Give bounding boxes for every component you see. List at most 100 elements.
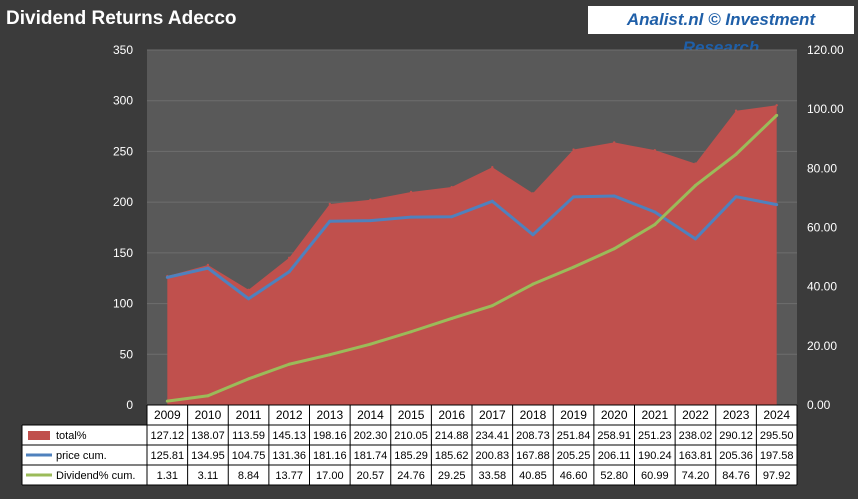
- point-price: [409, 215, 413, 219]
- data-label: 46.60: [560, 470, 588, 482]
- point-total: [572, 148, 575, 151]
- data-label: 40.85: [519, 470, 547, 482]
- point-total: [409, 190, 413, 194]
- point-price: [206, 266, 210, 270]
- data-label: 205.36: [719, 450, 753, 462]
- point-dividend: [287, 362, 291, 366]
- point-total: [491, 166, 494, 169]
- y-right-tick-label: 40.00: [807, 280, 837, 294]
- legend-label: total%: [56, 430, 87, 442]
- data-label: 200.83: [475, 450, 509, 462]
- series-line-dividend: [167, 114, 778, 403]
- point-price: [612, 194, 616, 198]
- point-dividend: [490, 304, 494, 308]
- data-table-body: [22, 425, 797, 485]
- x-tick-label: 2013: [316, 408, 343, 422]
- y-left-tick-label: 200: [113, 195, 133, 209]
- data-label: 3.11: [198, 470, 219, 482]
- point-total: [531, 192, 535, 195]
- data-label: 197.58: [760, 450, 794, 462]
- point-total: [612, 141, 616, 144]
- x-tick-label: 2024: [763, 408, 790, 422]
- data-label: 127.12: [150, 430, 184, 442]
- x-tick-label: 2020: [601, 408, 628, 422]
- data-label: 185.62: [435, 450, 469, 462]
- point-price: [531, 233, 535, 237]
- data-label: 60.99: [641, 470, 669, 482]
- data-label: 185.29: [394, 450, 428, 462]
- y-right-tick-label: 80.00: [807, 161, 837, 175]
- y-left-tick-label: 300: [113, 94, 133, 108]
- data-label: 238.02: [679, 430, 713, 442]
- point-total: [247, 288, 250, 291]
- series-line-price: [166, 194, 777, 301]
- data-label: 205.25: [557, 450, 591, 462]
- point-dividend: [165, 399, 169, 403]
- data-label: 97.92: [763, 470, 791, 482]
- point-dividend: [612, 247, 616, 251]
- data-label: 1.31: [157, 470, 178, 482]
- data-label: 295.50: [760, 430, 794, 442]
- data-label: 134.95: [191, 450, 225, 462]
- point-dividend: [775, 113, 779, 117]
- data-label: 167.88: [516, 450, 550, 462]
- data-label: 208.73: [516, 430, 550, 442]
- data-label: 13.77: [275, 470, 303, 482]
- x-tick-label: 2015: [398, 408, 425, 422]
- data-label: 190.24: [638, 450, 672, 462]
- data-label: 29.25: [438, 470, 466, 482]
- point-price: [247, 297, 251, 301]
- point-total: [775, 104, 778, 107]
- x-tick-label: 2011: [236, 408, 262, 422]
- point-dividend: [409, 330, 413, 334]
- point-dividend: [653, 223, 657, 227]
- point-dividend: [693, 183, 697, 187]
- data-label: 206.11: [598, 450, 631, 462]
- point-price: [328, 219, 332, 223]
- data-label: 20.57: [357, 470, 385, 482]
- point-dividend: [206, 394, 210, 398]
- x-tick-label: 2022: [682, 408, 709, 422]
- data-label: 74.20: [682, 470, 710, 482]
- data-label: 214.88: [435, 430, 469, 442]
- chart-title: Dividend Returns Adecco: [6, 8, 237, 29]
- point-price: [490, 199, 494, 203]
- x-tick-label: 2012: [276, 408, 303, 422]
- data-label: 258.91: [597, 430, 631, 442]
- x-tick-label: 2009: [154, 408, 181, 422]
- data-label: 125.81: [150, 450, 184, 462]
- x-tick-label: 2018: [520, 408, 547, 422]
- legend-label: Dividend% cum.: [56, 470, 135, 482]
- data-label: 104.75: [232, 450, 266, 462]
- point-dividend: [734, 152, 738, 156]
- point-dividend: [328, 353, 332, 357]
- point-dividend: [450, 316, 454, 320]
- legend-label: price cum.: [56, 450, 107, 462]
- point-price: [287, 270, 291, 274]
- point-dividend: [247, 377, 251, 381]
- point-price: [572, 195, 576, 199]
- point-price: [734, 195, 738, 199]
- y-left-tick-label: 100: [113, 297, 133, 311]
- y-right-tick-label: 60.00: [807, 221, 837, 235]
- data-label: 202.30: [354, 430, 388, 442]
- data-label: 113.59: [232, 430, 265, 442]
- point-total: [653, 148, 657, 152]
- data-label: 131.36: [272, 450, 306, 462]
- data-label: 181.74: [354, 450, 388, 462]
- data-label: 24.76: [397, 470, 425, 482]
- legend-key-area: [28, 431, 50, 440]
- data-label: 145.13: [272, 430, 306, 442]
- y-right-tick-label: 120.00: [807, 43, 844, 57]
- y-right-tick-label: 20.00: [807, 339, 837, 353]
- data-label: 234.41: [475, 430, 509, 442]
- data-label: 17.00: [316, 470, 344, 482]
- point-price: [368, 219, 372, 223]
- point-price: [693, 237, 697, 241]
- point-dividend: [531, 282, 535, 286]
- data-label: 138.07: [191, 430, 225, 442]
- point-total: [206, 263, 210, 267]
- data-label: 181.16: [313, 450, 347, 462]
- point-total: [450, 185, 453, 189]
- x-tick-label: 2017: [479, 408, 506, 422]
